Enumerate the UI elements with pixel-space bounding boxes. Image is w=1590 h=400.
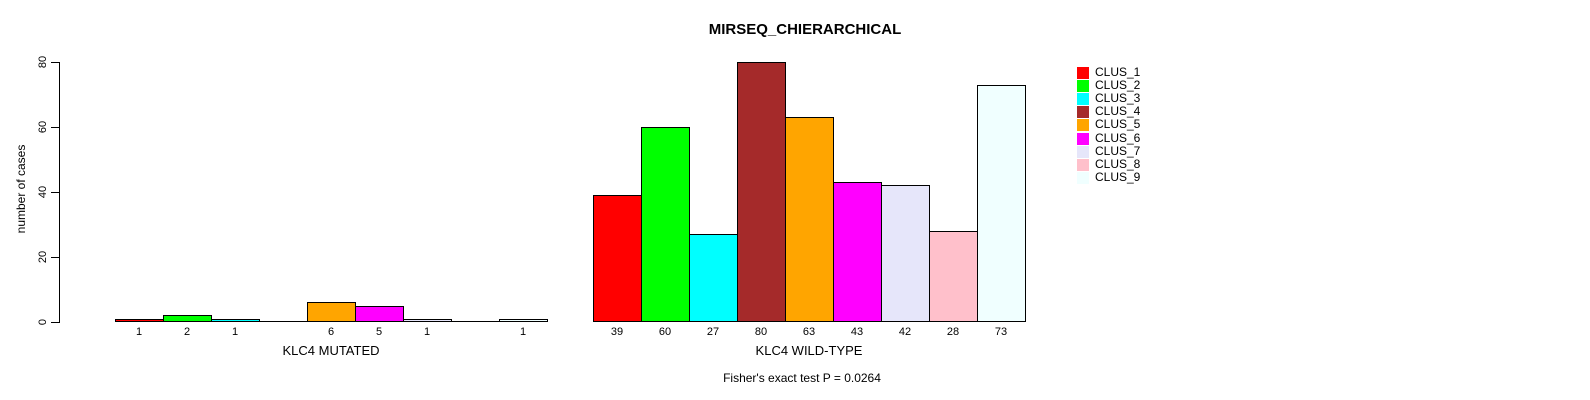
legend-label-CLUS_5: CLUS_5: [1095, 117, 1141, 131]
bar-CLUS_4: [259, 321, 308, 322]
y-axis-tick-label: 20: [37, 250, 49, 264]
bar-value-label-CLUS_3: 1: [231, 326, 239, 338]
bar-CLUS_8: [451, 321, 500, 322]
bar-value-label-CLUS_2: 2: [183, 326, 191, 338]
bar-CLUS_6: [833, 182, 882, 322]
bar-value-label-CLUS_9: 73: [994, 326, 1008, 338]
y-axis-line: [59, 62, 60, 323]
bar-value-label-CLUS_7: 42: [898, 326, 912, 338]
bar-CLUS_3: [211, 319, 260, 322]
bar-CLUS_7: [403, 319, 452, 322]
bar-value-label-CLUS_5: 63: [802, 326, 816, 338]
legend-swatch-CLUS_8: [1077, 159, 1089, 171]
legend-swatch-CLUS_7: [1077, 146, 1089, 158]
bar-CLUS_4: [737, 62, 786, 322]
y-axis-tick-label: 0: [37, 318, 49, 326]
bar-CLUS_5: [307, 302, 356, 322]
bar-CLUS_1: [115, 319, 164, 322]
y-axis-tick: [51, 322, 59, 323]
bar-value-label-CLUS_8: 28: [946, 326, 960, 338]
bar-value-label-CLUS_5: 6: [327, 326, 335, 338]
y-axis-tick-label: 60: [37, 120, 49, 134]
bar-value-label-CLUS_4: 80: [754, 326, 768, 338]
legend-swatch-CLUS_6: [1077, 133, 1089, 145]
x-axis-group-label: KLC4 WILD-TYPE: [755, 343, 863, 358]
bar-value-label-CLUS_7: 1: [423, 326, 431, 338]
bar-value-label-CLUS_6: 5: [375, 326, 383, 338]
legend-label-CLUS_1: CLUS_1: [1095, 65, 1141, 79]
x-axis-group-label: KLC4 MUTATED: [282, 343, 380, 358]
legend-label-CLUS_4: CLUS_4: [1095, 104, 1141, 118]
legend-swatch-CLUS_1: [1077, 67, 1089, 79]
y-axis-tick: [51, 127, 59, 128]
legend-label-CLUS_8: CLUS_8: [1095, 157, 1141, 171]
y-axis-tick-label: 40: [37, 185, 49, 199]
legend-label-CLUS_6: CLUS_6: [1095, 131, 1141, 145]
legend-label-CLUS_3: CLUS_3: [1095, 91, 1141, 105]
bar-CLUS_9: [977, 85, 1026, 322]
bar-CLUS_2: [641, 127, 690, 322]
y-axis-tick: [51, 192, 59, 193]
bar-value-label-CLUS_1: 39: [610, 326, 624, 338]
bar-CLUS_6: [355, 306, 404, 322]
legend-label-CLUS_9: CLUS_9: [1095, 170, 1141, 184]
chart-title: MIRSEQ_CHIERARCHICAL: [708, 21, 902, 38]
legend-swatch-CLUS_4: [1077, 106, 1089, 118]
bar-value-label-CLUS_1: 1: [135, 326, 143, 338]
bar-CLUS_7: [881, 185, 930, 322]
bar-CLUS_1: [593, 195, 642, 322]
legend-label-CLUS_7: CLUS_7: [1095, 144, 1141, 158]
bar-value-label-CLUS_6: 43: [850, 326, 864, 338]
legend-swatch-CLUS_2: [1077, 80, 1089, 92]
bar-CLUS_8: [929, 231, 978, 322]
fisher-test-note: Fisher's exact test P = 0.0264: [723, 371, 881, 385]
bar-CLUS_5: [785, 117, 834, 322]
y-axis-tick: [51, 62, 59, 63]
legend-swatch-CLUS_3: [1077, 93, 1089, 105]
y-axis-title: number of cases: [14, 144, 28, 234]
legend-label-CLUS_2: CLUS_2: [1095, 78, 1141, 92]
legend-swatch-CLUS_5: [1077, 119, 1089, 131]
bar-value-label-CLUS_9: 1: [519, 326, 527, 338]
legend-swatch-CLUS_9: [1077, 172, 1089, 184]
bar-value-label-CLUS_3: 27: [706, 326, 720, 338]
bar-CLUS_3: [689, 234, 738, 322]
bar-CLUS_2: [163, 315, 212, 322]
bar-CLUS_9: [499, 319, 548, 322]
y-axis-tick: [51, 257, 59, 258]
y-axis-tick-label: 80: [37, 55, 49, 69]
bar-value-label-CLUS_2: 60: [658, 326, 672, 338]
